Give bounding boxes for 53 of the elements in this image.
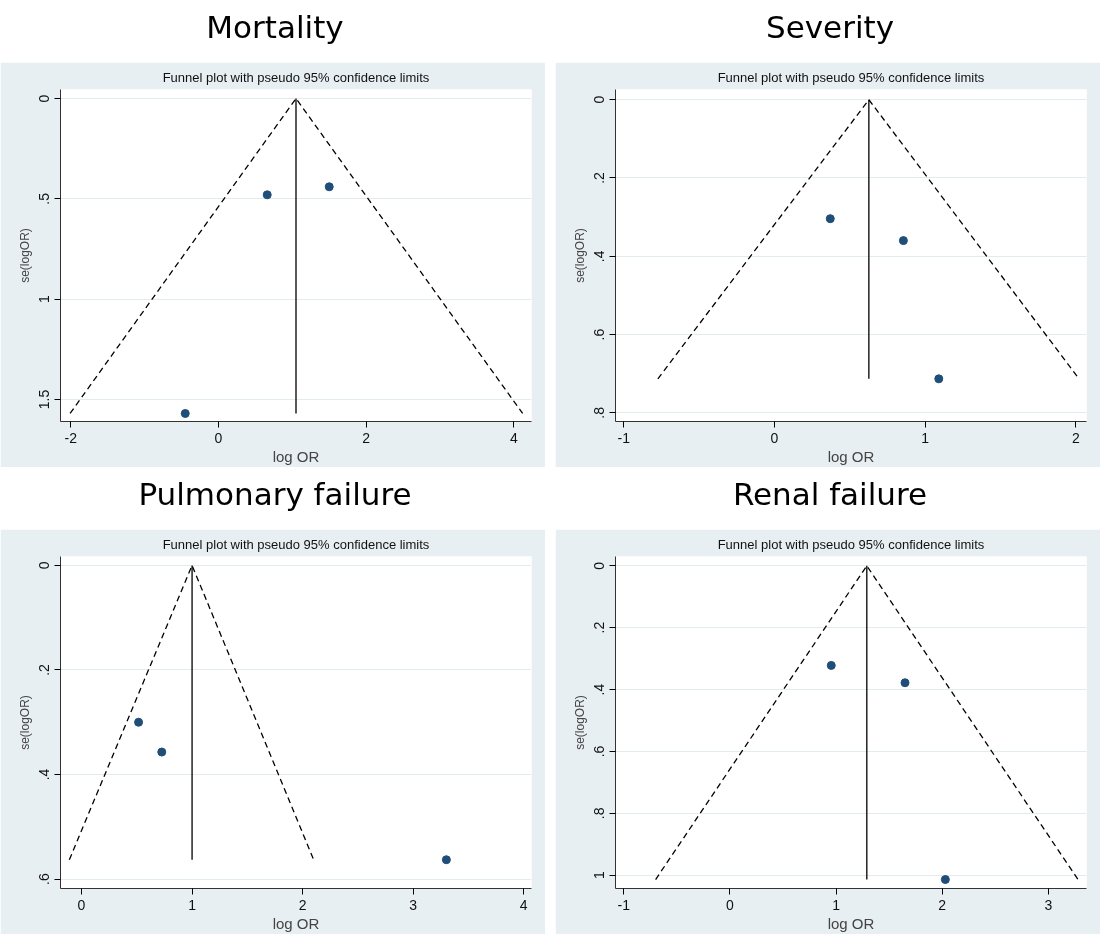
x-axis-title: log OR [827,914,875,932]
x-tick-label: -1 [617,896,631,913]
chart-title: Severity [765,8,895,47]
y-axis-title: se(logOR) [17,695,32,750]
y-tick-label: .6 [591,328,608,341]
y-tick-label: .5 [36,192,53,205]
chart-subtitle: Funnel plot with pseudo 95% confidence limits [717,536,985,552]
chart-title: Renal failure [731,475,929,514]
y-axis-title: se(logOR) [572,228,587,283]
y-tick-label: .8 [591,406,608,419]
y-tick-label: .8 [591,807,608,820]
y-tick-label: 0 [591,95,608,104]
y-tick-label: .2 [36,663,53,676]
chart-title: Mortality [205,8,345,47]
x-axis-title: log OR [272,914,320,932]
y-tick-label: .2 [591,171,608,184]
x-tick-label: 4 [519,896,528,913]
x-tick-label: 0 [77,896,86,913]
x-tick-label: 2 [1072,429,1081,446]
y-tick-label: .4 [36,768,53,781]
x-tick-label: 0 [726,896,735,913]
y-axis-title: se(logOR) [17,228,32,283]
x-tick-label: 3 [1044,896,1053,913]
x-tick-label: 2 [298,896,307,913]
x-tick-label: 2 [362,429,371,446]
y-axis-title: se(logOR) [572,695,587,750]
x-tick-label: -2 [64,429,78,446]
y-tick-label: .6 [36,873,53,885]
y-tick-label: 1.5 [36,389,53,410]
y-tick-label: .4 [591,250,608,263]
x-tick-label: 1 [921,429,930,446]
y-tick-label: .2 [591,621,608,634]
x-tick-label: 3 [409,896,418,913]
chart-subtitle: Funnel plot with pseudo 95% confidence limits [162,69,430,85]
x-tick-label: 1 [188,896,197,913]
y-tick-label: 0 [591,561,608,570]
y-tick-label: .4 [591,683,608,696]
chart-subtitle: Funnel plot with pseudo 95% confidence limits [717,69,985,85]
chart-title: Pulmonary failure [137,475,413,514]
x-tick-label: 1 [832,896,841,913]
x-tick-label: 0 [214,429,223,446]
x-tick-label: 2 [938,896,947,913]
x-axis-title: log OR [827,447,875,465]
x-tick-label: -1 [617,429,631,446]
y-tick-label: 0 [36,561,53,570]
y-tick-label: 1 [591,871,608,880]
x-tick-label: 4 [509,429,518,446]
y-tick-label: .6 [591,745,608,758]
y-tick-label: 1 [36,295,53,304]
y-tick-label: 0 [36,94,53,103]
x-axis-title: log OR [272,447,320,465]
x-tick-label: 0 [770,429,779,446]
chart-subtitle: Funnel plot with pseudo 95% confidence limits [162,536,430,552]
